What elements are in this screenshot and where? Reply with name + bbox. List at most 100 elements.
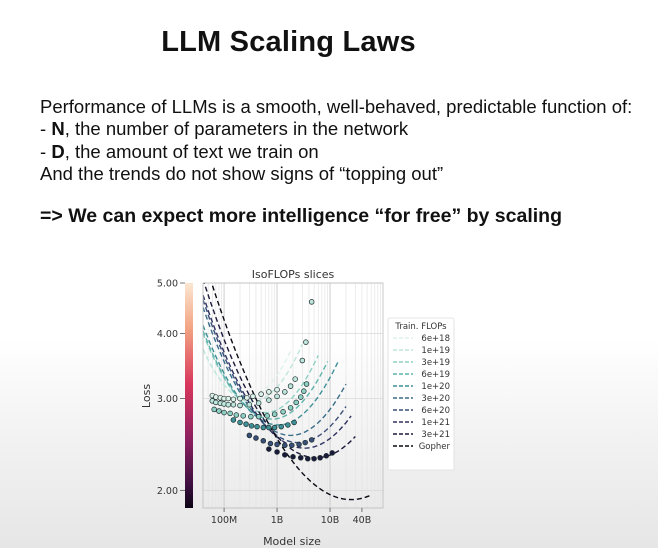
isoflop-curve <box>203 330 329 420</box>
data-point <box>271 411 278 417</box>
data-point <box>305 455 311 462</box>
bullet-dash: - <box>40 141 52 162</box>
intro-text: Performance of LLMs is a smooth, well-be… <box>40 96 633 117</box>
data-point <box>244 395 250 401</box>
x-axis: 100M 1B 10B 40B <box>211 508 371 526</box>
conclusion-text: => We can expect more intelligence “for … <box>40 205 562 227</box>
data-point <box>255 413 262 420</box>
data-point <box>274 441 280 448</box>
data-points <box>209 299 335 462</box>
data-point <box>311 455 317 462</box>
colorbar <box>185 283 193 508</box>
bullet-key-d: D <box>51 141 65 162</box>
data-point <box>248 413 254 420</box>
data-point <box>293 399 299 406</box>
data-point <box>271 424 278 431</box>
isoflop-curves <box>203 283 372 501</box>
legend-entry: 6e+19 <box>421 370 450 380</box>
chart-title: IsoFLOPs slices <box>252 268 335 281</box>
data-point <box>266 397 272 403</box>
bullet-key-n: N <box>51 118 65 139</box>
data-point <box>292 376 298 382</box>
data-point <box>227 410 233 417</box>
isoflop-curve <box>203 306 347 437</box>
data-point <box>287 383 294 389</box>
data-point <box>266 424 272 431</box>
legend-entry: 1e+21 <box>421 418 450 428</box>
data-point <box>237 395 243 402</box>
legend-entry: 1e+20 <box>421 382 450 392</box>
x-tick-label: 40B <box>353 515 372 526</box>
data-point <box>280 409 286 415</box>
legend-entry: 1e+19 <box>421 346 450 356</box>
data-point <box>302 439 308 446</box>
bullet-text-d: , the amount of text we train on <box>64 141 319 162</box>
data-point <box>297 454 304 461</box>
data-point <box>225 401 232 408</box>
data-point <box>213 394 219 400</box>
legend-entry: 6e+18 <box>421 334 450 344</box>
data-point <box>329 450 335 456</box>
data-point <box>216 408 222 414</box>
data-point <box>266 446 272 452</box>
data-point <box>237 402 243 409</box>
data-point <box>260 424 267 431</box>
legend-entry: 3e+19 <box>421 358 450 368</box>
bullet-data: - D, the amount of text we train on <box>40 141 319 163</box>
data-point <box>296 441 302 448</box>
data-point <box>308 299 315 305</box>
isoflop-curve <box>203 283 356 459</box>
data-point <box>303 381 310 387</box>
trend-text: And the trends do not show signs of “top… <box>40 163 444 184</box>
data-point <box>267 440 274 447</box>
data-point <box>308 437 315 443</box>
legend-entry: 3e+20 <box>421 394 450 404</box>
y-axis-label: Loss <box>140 384 153 408</box>
data-point <box>258 391 264 397</box>
data-point <box>260 438 267 444</box>
data-point <box>230 401 237 408</box>
data-point <box>248 423 255 429</box>
x-tick-label: 100M <box>211 515 237 526</box>
data-point <box>230 417 237 423</box>
data-point <box>282 442 288 449</box>
data-point <box>240 413 246 419</box>
bullet-text-n: , the number of parameters in the networ… <box>64 118 409 139</box>
data-point <box>246 401 253 408</box>
legend-entry: Gopher <box>419 442 451 452</box>
bullet-dash: - <box>40 118 52 139</box>
bullet-parameters: - N, the number of parameters in the net… <box>40 118 408 140</box>
y-axis: 2.00 3.00 4.00 5.00 <box>157 279 185 497</box>
data-point <box>282 452 288 458</box>
data-point <box>225 395 232 402</box>
legend-entry: 6e+20 <box>421 406 450 416</box>
x-tick-label: 1B <box>271 515 284 526</box>
data-point <box>213 399 219 406</box>
data-point <box>221 409 227 416</box>
data-point <box>243 421 249 427</box>
data-point <box>246 432 253 439</box>
data-point <box>274 449 280 455</box>
data-point <box>287 405 294 411</box>
legend-entry: 3e+21 <box>421 430 450 440</box>
data-point <box>285 422 291 428</box>
plot-frame <box>202 282 384 509</box>
data-point <box>264 413 270 419</box>
y-tick-label: 3.00 <box>157 394 178 405</box>
x-axis-label: Model size <box>263 535 321 548</box>
y-tick-label: 4.00 <box>157 329 178 340</box>
data-point <box>278 423 284 430</box>
data-point <box>237 419 243 426</box>
isoflop-curve <box>203 333 319 414</box>
y-tick-label: 2.00 <box>157 486 178 497</box>
data-point <box>317 454 323 461</box>
data-point <box>253 435 259 441</box>
data-point <box>297 394 304 400</box>
data-point <box>211 406 217 413</box>
data-point <box>274 386 280 393</box>
y-tick-label: 5.00 <box>157 279 178 290</box>
data-point <box>266 389 272 395</box>
isoflop-curve <box>203 325 339 426</box>
data-point <box>303 339 309 345</box>
